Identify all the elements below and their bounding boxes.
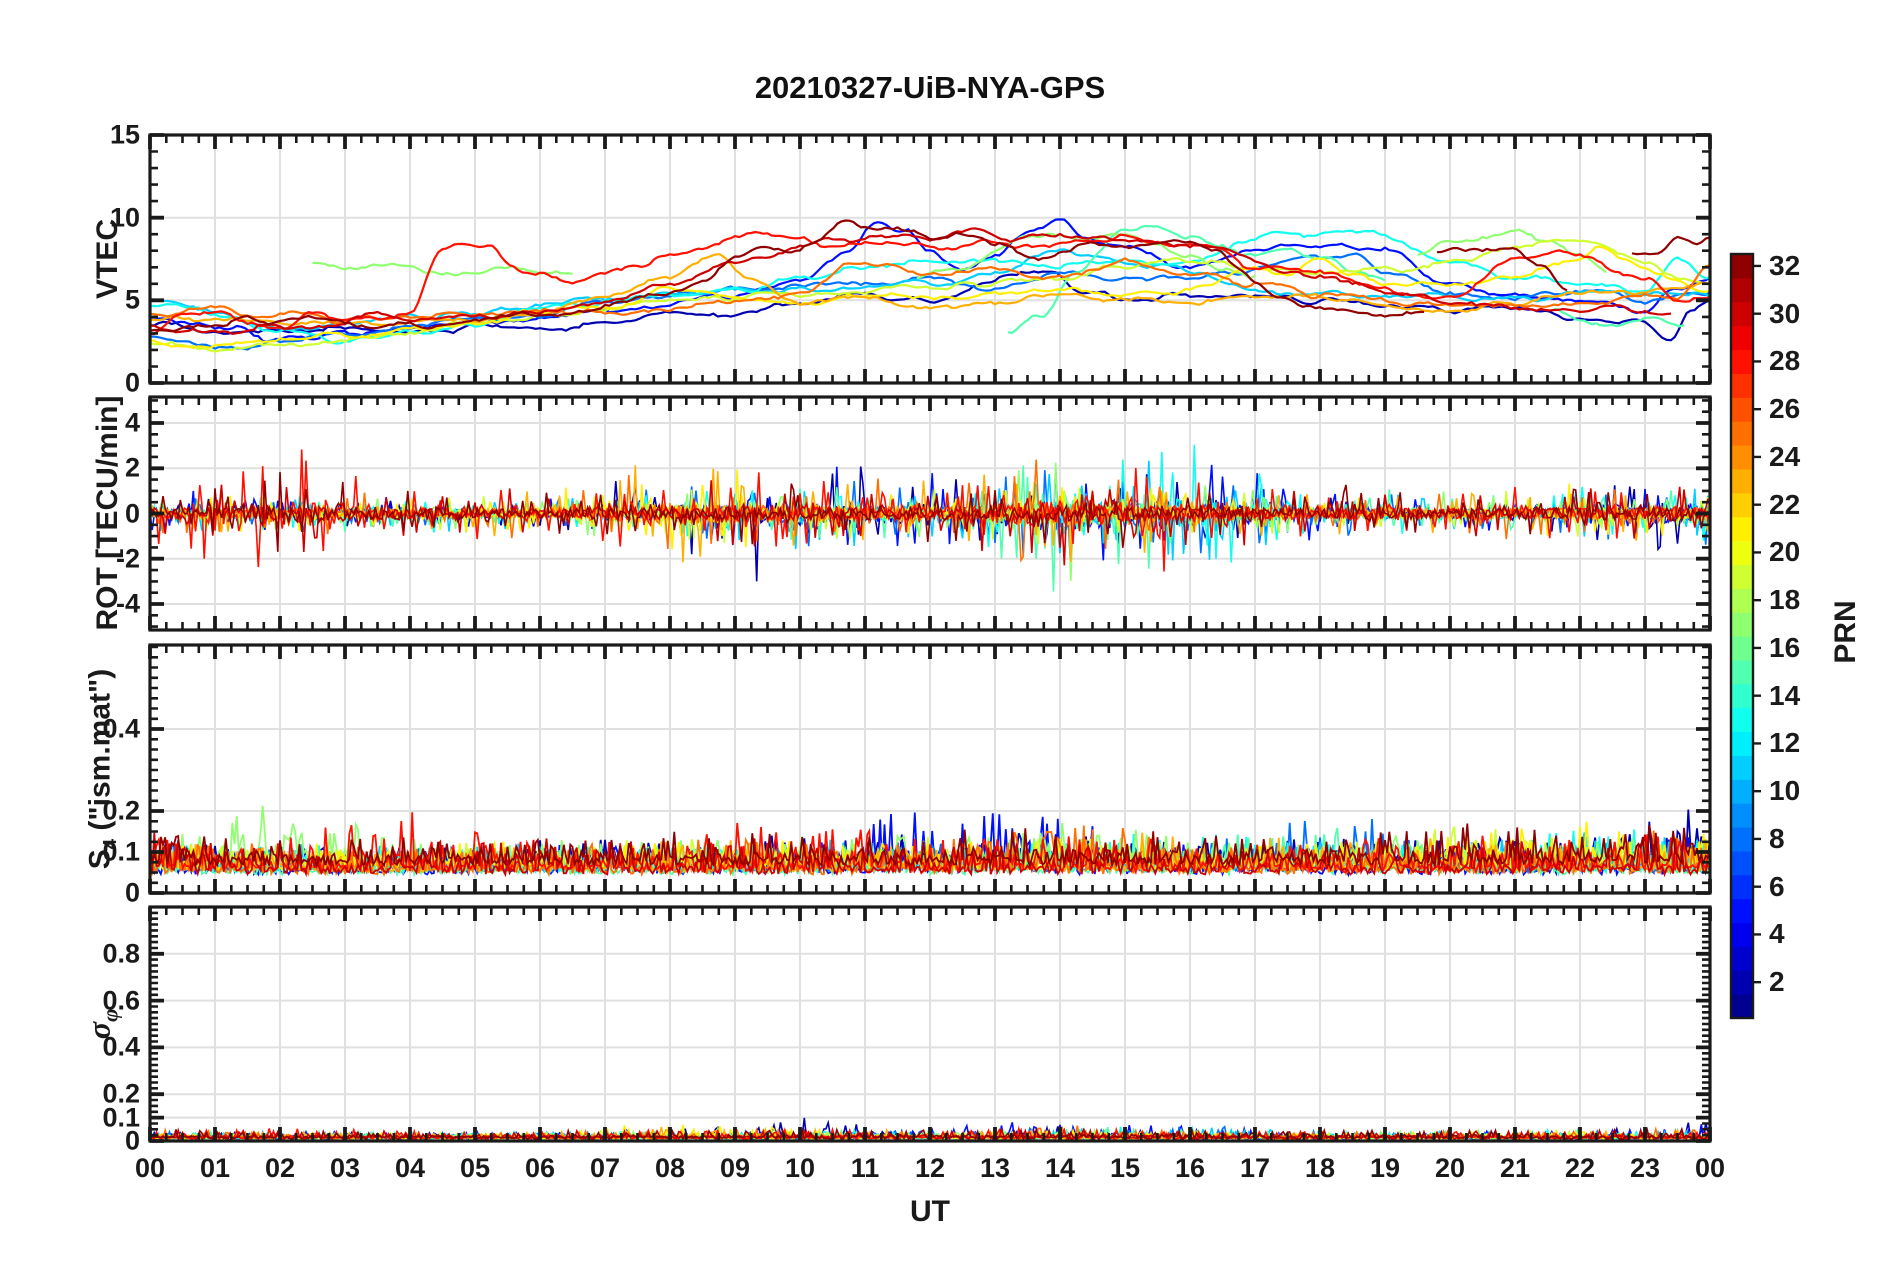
minor-ticks-sigma_phi: [150, 905, 1710, 1141]
xtick-hour-7: 07: [589, 1153, 621, 1183]
s4-series-prn-32: [150, 823, 1710, 869]
xtick-hour-21: 21: [1499, 1153, 1531, 1183]
colorbar-tick-22: 22: [1769, 489, 1801, 520]
ytick-sigma_phi-0.6: 0.6: [102, 985, 140, 1016]
xtick-hour-16: 16: [1174, 1153, 1206, 1183]
xtick-hour-23: 23: [1629, 1153, 1661, 1183]
colorbar-tick-30: 30: [1769, 298, 1801, 329]
minor-ticks-s4: [150, 645, 1710, 893]
colorbar-tick-10: 10: [1769, 775, 1801, 806]
colorbar-tick-16: 16: [1769, 632, 1801, 663]
xtick-hour-22: 22: [1564, 1153, 1596, 1183]
xtick-hour-8: 08: [654, 1153, 686, 1183]
vtec-series-prn-19: [150, 238, 1710, 353]
xtick-hour-1: 01: [199, 1153, 231, 1183]
xtick-hour-10: 10: [784, 1153, 816, 1183]
colorbar-tick-8: 8: [1769, 823, 1785, 854]
minor-ticks-rot: [150, 397, 1710, 630]
ytick-rot--4: -4: [115, 588, 140, 619]
colorbar: [1729, 252, 1755, 1020]
colorbar-tick-28: 28: [1769, 345, 1801, 376]
grid-panel-sigma_phi: [150, 907, 1710, 1141]
colorbar-tick-20: 20: [1769, 536, 1801, 567]
ut-axis-label: UT: [910, 1195, 950, 1228]
ytick-rot--2: -2: [115, 543, 140, 574]
xtick-hour-3: 03: [329, 1153, 361, 1183]
colorbar-tick-2: 2: [1769, 966, 1785, 997]
colorbar-tick-18: 18: [1769, 584, 1801, 615]
panel-border-rot: [148, 395, 1712, 632]
ytick-sigma_phi-0: 0: [124, 1125, 140, 1156]
panel-border-sigma_phi: [148, 905, 1712, 1143]
colorbar-tick-12: 12: [1769, 727, 1801, 758]
xtick-hour-5: 05: [459, 1153, 491, 1183]
xtick-hour-6: 06: [524, 1153, 556, 1183]
colorbar-ticks: [1753, 264, 1761, 984]
vtec-series-prn-8: [150, 252, 1710, 351]
vtec-series-prn-30: [150, 227, 1672, 335]
ytick-sigma_phi-0.4: 0.4: [102, 1031, 140, 1062]
figure-title: 20210327-UiB-NYA-GPS: [754, 70, 1106, 105]
panel-border-s4: [148, 643, 1712, 895]
ytick-sigma_phi-0.2: 0.2: [102, 1078, 140, 1109]
colorbar-tick-26: 26: [1769, 393, 1801, 424]
xtick-hour-0: 00: [134, 1153, 166, 1183]
vtec-series-prn-32: [150, 219, 1710, 333]
xtick-hour-24: 00: [1694, 1153, 1726, 1183]
ytick-vtec-0: 0: [124, 367, 140, 398]
colorbar-tick-14: 14: [1769, 680, 1801, 711]
ytick-vtec-15: 15: [109, 119, 140, 150]
ytick-rot-0: 0: [124, 498, 140, 529]
ytick-rot-2: 2: [124, 452, 140, 483]
ytick-sigma_phi-0.1: 0.1: [102, 1102, 140, 1133]
ytick-s4-0.1: 0.1: [102, 836, 140, 867]
xtick-hour-17: 17: [1239, 1153, 1271, 1183]
ytick-s4-0: 0: [124, 877, 140, 908]
xtick-hour-20: 20: [1434, 1153, 1466, 1183]
ytick-rot-4: 4: [124, 407, 140, 438]
ytick-vtec-10: 10: [109, 202, 140, 233]
panel-border-vtec: [148, 133, 1712, 385]
vtec-series-prn-21: [150, 245, 1710, 350]
xtick-hour-11: 11: [850, 1153, 880, 1183]
s4-series-prn-30: [150, 832, 1710, 878]
colorbar-tick-4: 4: [1769, 918, 1785, 949]
xtick-hour-19: 19: [1369, 1153, 1401, 1183]
xtick-hour-4: 04: [394, 1153, 426, 1183]
colorbar-tick-24: 24: [1769, 441, 1801, 472]
xtick-hour-9: 09: [719, 1153, 751, 1183]
ytick-vtec-5: 5: [124, 284, 140, 315]
xtick-hour-18: 18: [1304, 1153, 1336, 1183]
xtick-hour-14: 14: [1044, 1153, 1076, 1183]
xtick-hour-15: 15: [1109, 1153, 1141, 1183]
prn-colorbar-label: PRN: [1829, 600, 1862, 664]
colorbar-tick-32: 32: [1769, 250, 1801, 281]
ytick-sigma_phi-0.8: 0.8: [102, 938, 140, 969]
xtick-hour-13: 13: [979, 1153, 1011, 1183]
grid-panel-vtec: [150, 135, 1710, 383]
vtec-series-prn-25: [150, 257, 1710, 325]
ytick-s4-0.4: 0.4: [102, 713, 140, 744]
colorbar-tick-6: 6: [1769, 871, 1785, 902]
s4-series-prn-28: [150, 812, 1710, 876]
vtec-series-prn-28: [150, 230, 1710, 336]
minor-ticks-vtec: [150, 135, 1710, 383]
rot-series-prn-32: [150, 472, 1710, 552]
ytick-s4-0.2: 0.2: [102, 795, 140, 826]
xtick-hour-2: 02: [264, 1153, 296, 1183]
xtick-hour-12: 12: [914, 1153, 946, 1183]
